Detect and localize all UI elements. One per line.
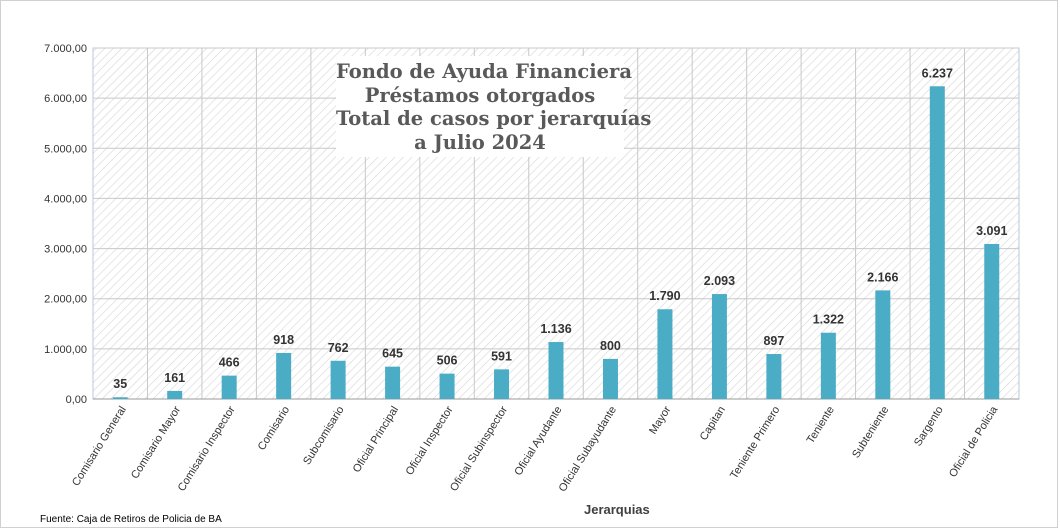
bar bbox=[385, 366, 401, 399]
bar bbox=[439, 373, 455, 399]
chart-title-line-4: a Julio 2024 bbox=[414, 130, 546, 154]
x-axis-ticks: Comisario General Comisario MayorComisari… bbox=[70, 403, 1001, 494]
chart-title: Fondo de Ayuda Financiera Préstamos otor… bbox=[336, 56, 652, 157]
x-axis-label: Jerarquias bbox=[584, 502, 650, 517]
x-tick-label: Subteniente bbox=[850, 404, 891, 460]
data-label: 506 bbox=[437, 354, 458, 368]
bar bbox=[711, 294, 727, 399]
y-tick-label: 6.000,00 bbox=[44, 93, 87, 105]
data-label: 591 bbox=[491, 349, 512, 363]
data-label: 762 bbox=[328, 341, 349, 355]
data-label: 918 bbox=[273, 333, 294, 347]
y-tick-label: 2.000,00 bbox=[44, 294, 87, 306]
y-tick-label: 0,00 bbox=[66, 394, 87, 406]
bar bbox=[929, 86, 945, 399]
y-tick-label: 1.000,00 bbox=[44, 344, 87, 356]
data-label: 2.166 bbox=[867, 270, 898, 284]
data-label: 161 bbox=[164, 371, 185, 385]
data-label: 645 bbox=[382, 347, 403, 361]
bar bbox=[766, 354, 782, 399]
x-tick-label: Oficial de Policia bbox=[947, 403, 1001, 479]
data-label: 6.237 bbox=[922, 66, 953, 80]
bar bbox=[657, 309, 673, 399]
x-tick-label: Oficial Inspector bbox=[404, 404, 456, 478]
x-tick-label: Oficial Ayudante bbox=[512, 404, 564, 478]
bar bbox=[875, 290, 891, 399]
bar bbox=[330, 360, 346, 399]
x-tick-label: Comisario bbox=[256, 404, 292, 452]
data-label: 1.136 bbox=[540, 322, 571, 336]
data-label: 2.093 bbox=[704, 274, 735, 288]
y-tick-label: 5.000,00 bbox=[44, 143, 87, 155]
x-tick-label: Oficial Subinspector bbox=[448, 404, 510, 494]
x-tick-label: Oficial Subayudante bbox=[557, 404, 619, 494]
x-tick-label: Mayor bbox=[647, 404, 674, 437]
y-tick-label: 7.000,00 bbox=[44, 43, 87, 55]
x-tick-label: Oficial Principal bbox=[351, 404, 401, 475]
bars bbox=[112, 86, 1000, 399]
data-label: 1.790 bbox=[649, 289, 680, 303]
data-labels: 35 161 466 918 762 645 506 591 1.136 800 1.790 2.09… bbox=[113, 66, 1007, 391]
bar bbox=[548, 342, 564, 399]
x-tick-label: Capitan bbox=[698, 404, 728, 443]
data-label: 466 bbox=[219, 356, 240, 370]
bar bbox=[820, 332, 836, 399]
bar bbox=[494, 369, 510, 399]
bar bbox=[112, 397, 128, 399]
bar bbox=[276, 352, 292, 399]
x-tick-label: Teniente Primero bbox=[728, 404, 782, 481]
x-tick-label: Comisario Mayor bbox=[129, 404, 183, 481]
data-label: 3.091 bbox=[976, 224, 1007, 238]
x-tick-label: Subcomisario bbox=[301, 404, 346, 467]
chart-title-line-3: Total de casos por jerarquías bbox=[336, 107, 652, 130]
data-label: 897 bbox=[763, 334, 784, 348]
x-tick-label: Comisario General bbox=[70, 404, 129, 488]
x-tick-label: Sargento bbox=[912, 404, 946, 448]
bar bbox=[602, 358, 618, 399]
bar bbox=[167, 390, 183, 399]
x-tick-label: Teniente bbox=[805, 404, 837, 446]
x-tick-label: Comisario Inspector bbox=[176, 404, 238, 494]
y-tick-label: 3.000,00 bbox=[44, 244, 87, 256]
y-axis-ticks: 0,00 1.000,00 2.000,00 3.000,00 4.000,00 5.00… bbox=[44, 43, 87, 406]
data-label: 1.322 bbox=[813, 313, 844, 327]
bar bbox=[984, 244, 1000, 399]
chart-title-line-1: Fondo de Ayuda Financiera bbox=[336, 60, 632, 83]
chart-title-line-2: Préstamos otorgados bbox=[364, 83, 596, 107]
bar bbox=[221, 375, 237, 399]
data-label: 35 bbox=[113, 377, 127, 391]
source-note: Fuente: Caja de Retiros de Policia de BA bbox=[40, 514, 222, 525]
data-label: 800 bbox=[600, 339, 621, 353]
y-tick-label: 4.000,00 bbox=[44, 193, 87, 205]
